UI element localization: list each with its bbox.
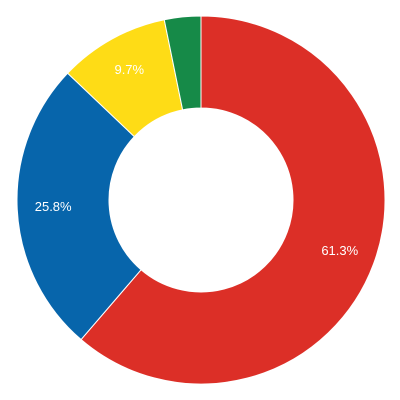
donut-segment: [163, 15, 202, 111]
donut-segment: [80, 15, 386, 385]
value-label: 25.8%: [35, 199, 72, 214]
value-label: 9.7%: [114, 62, 144, 77]
donut-segment: [16, 72, 142, 341]
value-label: 61.3%: [321, 243, 358, 258]
